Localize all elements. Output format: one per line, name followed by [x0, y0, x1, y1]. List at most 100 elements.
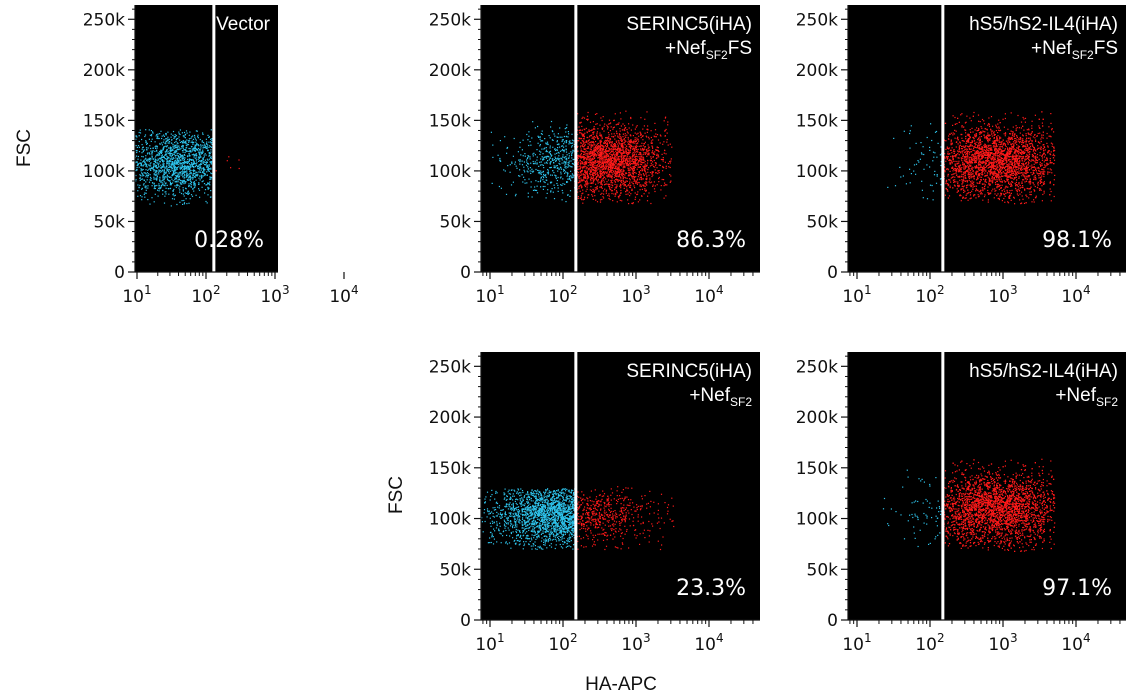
event-dot: [177, 162, 179, 164]
event-dot: [624, 159, 627, 161]
event-dot: [568, 175, 570, 177]
event-dot: [160, 164, 162, 166]
event-dot: [543, 173, 545, 175]
event-dot: [195, 130, 197, 132]
event-dot: [149, 176, 152, 178]
event-dot: [559, 177, 562, 179]
event-dot: [183, 159, 185, 161]
event-dot: [630, 158, 632, 160]
event-dot: [628, 150, 630, 152]
event-dot: [581, 145, 584, 147]
event-dot: [209, 181, 211, 183]
event-dot: [632, 168, 635, 170]
event-dot: [170, 157, 172, 159]
event-dot: [565, 157, 567, 159]
event-dot: [601, 151, 603, 153]
event-dot: [616, 201, 618, 203]
event-dot: [156, 147, 158, 149]
event-dot: [177, 142, 179, 145]
event-dot: [546, 172, 548, 174]
event-dot: [524, 179, 526, 181]
event-dot: [135, 135, 137, 137]
event-dot: [641, 184, 643, 186]
event-dot: [608, 183, 610, 185]
event-dot: [644, 170, 646, 172]
event-dot: [192, 147, 194, 150]
event-dot: [160, 149, 162, 151]
event-dot: [141, 187, 143, 189]
event-dot: [643, 185, 645, 187]
event-dot: [557, 170, 559, 172]
event-dot: [593, 138, 595, 140]
event-dot: [207, 144, 209, 146]
event-dot: [165, 152, 167, 154]
event-dot: [140, 163, 142, 165]
event-dot: [531, 137, 533, 139]
event-dot: [612, 128, 614, 130]
event-dot: [600, 134, 603, 136]
event-dot: [517, 151, 519, 153]
event-dot: [613, 152, 615, 154]
event-dot: [561, 158, 563, 160]
event-dot: [175, 139, 177, 141]
event-dot: [632, 170, 634, 172]
event-dot: [601, 174, 603, 176]
event-dot: [562, 192, 564, 194]
event-dot: [544, 147, 546, 149]
event-dot: [524, 182, 526, 184]
event-dot: [629, 140, 631, 142]
event-dot: [619, 130, 621, 132]
event-dot: [648, 192, 650, 194]
event-dot: [618, 141, 620, 143]
event-dot: [996, 177, 998, 179]
event-dot: [641, 162, 644, 164]
event-dot: [627, 132, 629, 134]
event-dot: [165, 134, 167, 136]
event-dot: [147, 187, 149, 189]
event-dot: [622, 152, 625, 154]
event-dot: [589, 156, 591, 158]
event-dot: [608, 136, 610, 138]
event-dot: [550, 154, 552, 156]
event-dot: [201, 186, 203, 188]
event-dot: [170, 164, 173, 166]
event-dot: [524, 155, 526, 157]
event-dot: [592, 133, 594, 135]
event-dot: [539, 164, 542, 166]
event-dot: [551, 181, 553, 183]
event-dot: [915, 163, 918, 165]
event-dot: [601, 159, 603, 161]
event-dot: [521, 149, 523, 151]
event-dot: [209, 145, 211, 147]
event-dot: [645, 189, 647, 191]
event-dot: [630, 193, 632, 195]
event-dot: [129, 177, 130, 178]
event-dot: [565, 149, 567, 151]
event-dot: [632, 183, 635, 185]
event-dot: [642, 165, 644, 167]
event-dot: [648, 136, 650, 138]
event-dot: [178, 159, 180, 162]
event-dot: [586, 136, 588, 139]
event-dot: [659, 142, 661, 144]
event-dot: [596, 143, 598, 145]
event-dot: [611, 141, 613, 143]
event-dot: [202, 147, 204, 149]
event-dot: [536, 189, 538, 192]
event-dot: [165, 183, 167, 185]
event-dot: [625, 193, 627, 195]
event-dot: [526, 182, 528, 184]
event-dot: [161, 142, 163, 144]
event-dot: [136, 151, 138, 154]
event-dot: [597, 168, 599, 170]
event-dot: [637, 191, 639, 193]
event-dot: [604, 123, 606, 125]
event-dot: [600, 183, 602, 185]
event-dot: [940, 146, 942, 148]
event-dot: [637, 148, 639, 150]
event-dot: [203, 167, 205, 169]
event-dot: [550, 174, 552, 176]
event-dot: [630, 148, 632, 150]
event-dot: [130, 185, 131, 186]
event-dot: [538, 165, 540, 167]
